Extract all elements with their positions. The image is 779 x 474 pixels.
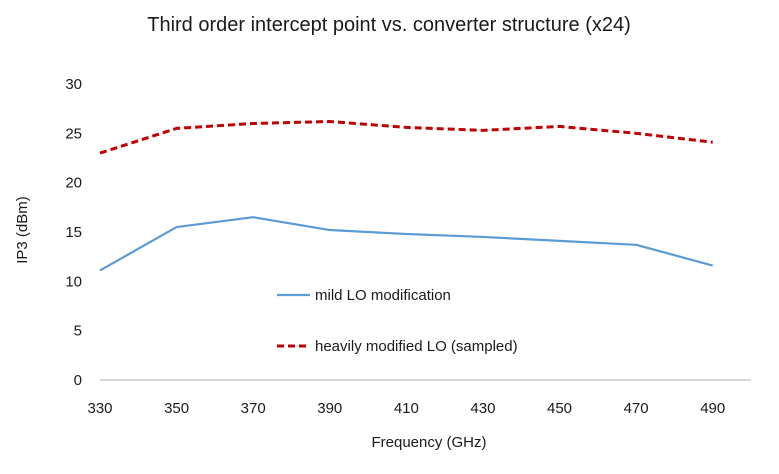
legend-label-1: heavily modified LO (sampled) [315,338,518,355]
y-axis-title: IP3 (dBm) [14,196,31,264]
x-tick-label: 410 [394,400,419,417]
x-tick-label: 370 [241,400,266,417]
y-tick-label: 5 [74,323,82,340]
y-tick-label: 0 [74,372,82,389]
series-line-1 [99,119,713,155]
series-line-0 [99,216,713,272]
y-tick-label: 15 [65,224,82,241]
x-axis-title: Frequency (GHz) [371,434,486,451]
y-tick-label: 10 [65,273,82,290]
x-tick-label: 470 [624,400,649,417]
y-tick-labels: 0 5 10 15 20 25 30 [65,76,82,389]
y-tick-label: 20 [65,175,82,192]
series-layer [99,119,713,272]
legend: mild LO modification heavily modified LO … [277,287,518,355]
x-tick-labels: 330 350 370 390 410 430 450 470 490 [87,400,725,417]
chart-title: Third order intercept point vs. converte… [147,14,631,36]
x-tick-label: 450 [547,400,572,417]
x-tick-label: 490 [700,400,725,417]
legend-label-0: mild LO modification [315,287,451,304]
x-tick-label: 390 [317,400,342,417]
y-tick-label: 30 [65,76,82,93]
x-tick-label: 430 [470,400,495,417]
x-tick-label: 350 [164,400,189,417]
x-tick-label: 330 [87,400,112,417]
y-tick-label: 25 [65,125,82,142]
